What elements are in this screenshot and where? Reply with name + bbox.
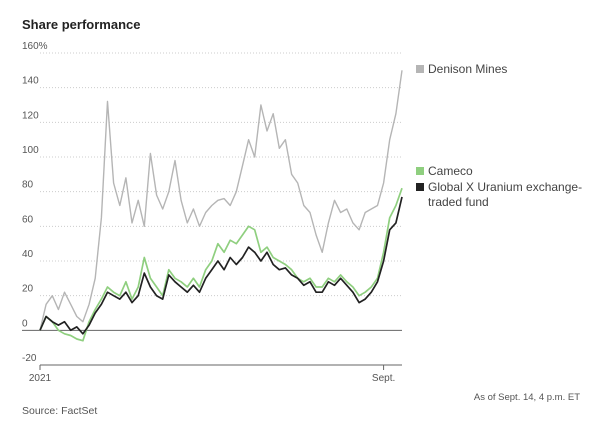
legend-label: Denison Mines xyxy=(428,62,508,76)
y-tick-label: 140 xyxy=(22,76,39,87)
note: As of Sept. 14, 4 p.m. ET xyxy=(474,392,580,403)
legend-item: Global X Uranium exchange-traded fund xyxy=(416,180,586,210)
series-line xyxy=(39,70,403,331)
y-tick-label: 0 xyxy=(22,318,28,329)
legend-label: Global X Uranium exchange-traded fund xyxy=(428,180,583,209)
y-tick-label: 40 xyxy=(22,249,34,260)
chart-title: Share performance xyxy=(22,17,141,32)
y-tick-label: -20 xyxy=(22,353,37,364)
legend-swatch xyxy=(416,167,424,175)
y-tick-label: 160% xyxy=(22,41,48,52)
legend-swatch xyxy=(416,65,424,73)
x-tick-label: Sept. xyxy=(372,373,395,384)
x-tick-label: 2021 xyxy=(29,373,52,384)
legend-item: Denison Mines xyxy=(416,62,586,77)
source: Source: FactSet xyxy=(22,405,97,417)
y-tick-label: 60 xyxy=(22,214,34,225)
series-line xyxy=(39,196,403,335)
series-line xyxy=(39,187,403,342)
y-tick-label: 100 xyxy=(22,145,39,156)
y-tick-label: 20 xyxy=(22,284,34,295)
y-tick-label: 120 xyxy=(22,110,39,121)
legend-item: Cameco xyxy=(416,164,586,179)
y-tick-label: 80 xyxy=(22,180,34,191)
legend-swatch xyxy=(416,183,424,191)
legend-label: Cameco xyxy=(428,164,473,178)
